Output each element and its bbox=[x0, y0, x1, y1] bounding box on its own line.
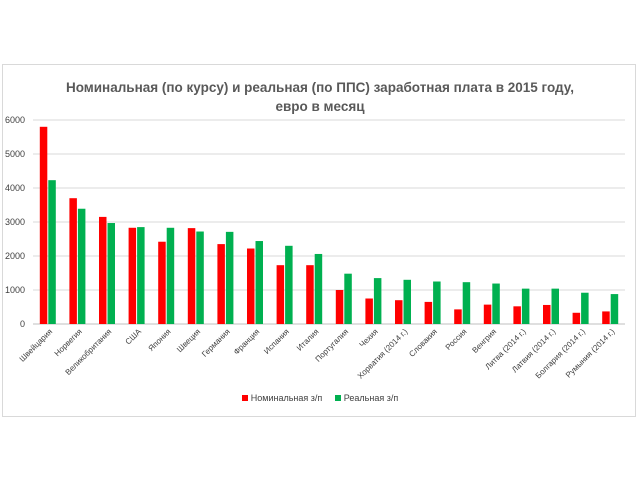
x-tick-label: Япония bbox=[147, 327, 173, 353]
bar-real bbox=[225, 231, 234, 324]
x-tick-label: США bbox=[124, 327, 144, 347]
x-tick-label: Болгария (2014 г.) bbox=[534, 327, 588, 381]
bar-real bbox=[196, 231, 204, 324]
y-tick-label: 6000 bbox=[5, 115, 25, 125]
y-tick-label: 3000 bbox=[5, 217, 25, 227]
chart-title-line-2: евро в месяц bbox=[275, 99, 365, 114]
bar-real bbox=[48, 180, 56, 324]
chart-legend: Номинальная з/п Реальная з/п bbox=[0, 393, 640, 403]
bar-nominal bbox=[424, 301, 433, 324]
bar-nominal bbox=[99, 216, 107, 324]
bar-real bbox=[344, 273, 352, 324]
legend-item-nominal: Номинальная з/п bbox=[241, 393, 323, 403]
bar-nominal bbox=[513, 306, 521, 324]
bar-real bbox=[314, 253, 323, 324]
legend-label-real: Реальная з/п bbox=[343, 393, 399, 403]
chart-title: Номинальная (по курсу) и реальная (по ПП… bbox=[0, 78, 640, 116]
bar-nominal bbox=[276, 265, 285, 324]
y-tick-label: 2000 bbox=[5, 251, 25, 261]
x-tick-label: Венгрия bbox=[470, 327, 498, 355]
bar-nominal bbox=[69, 198, 77, 324]
x-tick-label: Россия bbox=[444, 327, 469, 352]
y-tick-label: 0 bbox=[20, 319, 25, 329]
bar-real bbox=[77, 208, 86, 324]
bar-real bbox=[610, 294, 619, 324]
y-tick-label: 1000 bbox=[5, 285, 25, 295]
bar-real bbox=[492, 283, 500, 324]
legend-item-real: Реальная з/п bbox=[334, 393, 399, 403]
x-tick-label: Норвегия bbox=[53, 327, 84, 358]
bar-real bbox=[255, 241, 263, 324]
legend-swatch-nominal bbox=[241, 395, 248, 401]
bar-nominal bbox=[365, 298, 373, 324]
x-tick-label: Франция bbox=[232, 327, 262, 357]
y-tick-label: 5000 bbox=[5, 149, 25, 159]
x-tick-label: Швейцария bbox=[18, 327, 55, 364]
x-tick-label: Чехия bbox=[358, 327, 380, 349]
bar-nominal bbox=[128, 227, 137, 324]
bar-real bbox=[107, 223, 115, 324]
x-tick-label: Словакия bbox=[407, 327, 439, 359]
bar-nominal bbox=[483, 304, 492, 324]
bar-real bbox=[137, 227, 145, 324]
bar-nominal bbox=[335, 290, 344, 324]
bar-nominal bbox=[217, 244, 225, 324]
x-tick-label: Испания bbox=[262, 327, 291, 356]
bar-real bbox=[285, 245, 293, 324]
chart-title-line-1: Номинальная (по курсу) и реальная (по ПП… bbox=[65, 80, 575, 95]
bar-nominal bbox=[247, 248, 255, 324]
bar-real bbox=[433, 281, 441, 324]
bar-real bbox=[521, 288, 530, 324]
legend-label-nominal: Номинальная з/п bbox=[250, 393, 323, 403]
x-tick-label: Швеция bbox=[175, 327, 202, 354]
bar-nominal bbox=[543, 304, 551, 324]
bar-nominal bbox=[187, 228, 196, 324]
bar-real bbox=[373, 278, 382, 324]
bar-nominal bbox=[395, 300, 403, 324]
x-tick-label: Италия bbox=[295, 327, 321, 353]
bar-real bbox=[403, 279, 411, 324]
y-tick-label: 4000 bbox=[5, 183, 25, 193]
bar-real bbox=[581, 292, 589, 324]
bar-nominal bbox=[454, 309, 462, 324]
bar-nominal bbox=[39, 126, 48, 324]
legend-swatch-real bbox=[334, 395, 341, 401]
bar-real bbox=[551, 288, 559, 324]
bar-nominal bbox=[572, 312, 581, 324]
x-tick-label: Хорватия (2014 г.) bbox=[356, 327, 410, 381]
bar-nominal bbox=[306, 265, 314, 324]
x-tick-label: Германия bbox=[200, 327, 232, 359]
bar-nominal bbox=[602, 311, 610, 324]
bar-nominal bbox=[158, 241, 166, 324]
bar-real bbox=[166, 227, 175, 324]
bar-real bbox=[462, 282, 471, 324]
